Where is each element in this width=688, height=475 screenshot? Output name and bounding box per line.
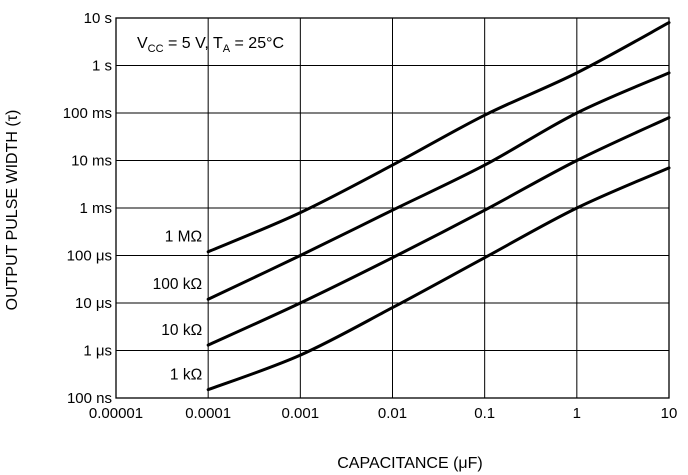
x-tick-label-0: 0.00001	[89, 405, 143, 422]
x-tick-label-6: 10	[661, 405, 678, 422]
annotation-v-rest: = 5 V, T	[164, 35, 223, 52]
x-tick-label-1: 0.0001	[185, 405, 231, 422]
series-labels: 1 MΩ 100 kΩ 10 kΩ 1 kΩ	[153, 229, 203, 384]
x-tick-labels: 0.00001 0.0001 0.001 0.01 0.1 1 10	[89, 405, 677, 422]
x-tick-label-4: 0.1	[474, 405, 495, 422]
y-tick-label-3: 10 ms	[71, 153, 112, 170]
y-tick-label-4: 1 ms	[79, 200, 112, 217]
y-tick-label-5: 100 μs	[67, 248, 112, 265]
series-label-0: 1 MΩ	[165, 229, 202, 246]
y-tick-label-1: 1 s	[92, 58, 112, 75]
series-line-1	[208, 73, 669, 299]
y-tick-label-0: 10 s	[84, 10, 112, 27]
series-label-2: 10 kΩ	[161, 322, 202, 339]
series-line-0	[208, 23, 669, 252]
conditions-annotation: VCC = 5 V, TA = 25°C	[137, 35, 284, 55]
series-line-3	[208, 168, 669, 390]
y-tick-label-6: 10 μs	[75, 295, 112, 312]
y-tick-label-7: 1 μs	[83, 343, 112, 360]
series-label-1: 100 kΩ	[153, 276, 203, 293]
x-tick-label-2: 0.001	[282, 405, 320, 422]
series-line-2	[208, 118, 669, 345]
grid-lines	[116, 18, 669, 398]
series-lines	[208, 23, 669, 390]
x-tick-label-3: 0.01	[378, 405, 407, 422]
y-axis-label: OUTPUT PULSE WIDTH (τ)	[4, 110, 21, 311]
y-tick-label-8: 100 ns	[67, 390, 112, 407]
x-axis-label: CAPACITANCE (μF)	[337, 455, 483, 472]
annotation-v-sub: CC	[148, 43, 164, 55]
x-tick-label-5: 1	[573, 405, 581, 422]
series-label-3: 1 kΩ	[170, 367, 202, 384]
annotation-v: V	[137, 35, 148, 52]
annotation-t-rest: = 25°C	[230, 35, 284, 52]
y-tick-label-2: 100 ms	[63, 105, 112, 122]
y-tick-labels: 10 s 1 s 100 ms 10 ms 1 ms 100 μs 10 μs 1 μs 100…	[63, 10, 112, 407]
